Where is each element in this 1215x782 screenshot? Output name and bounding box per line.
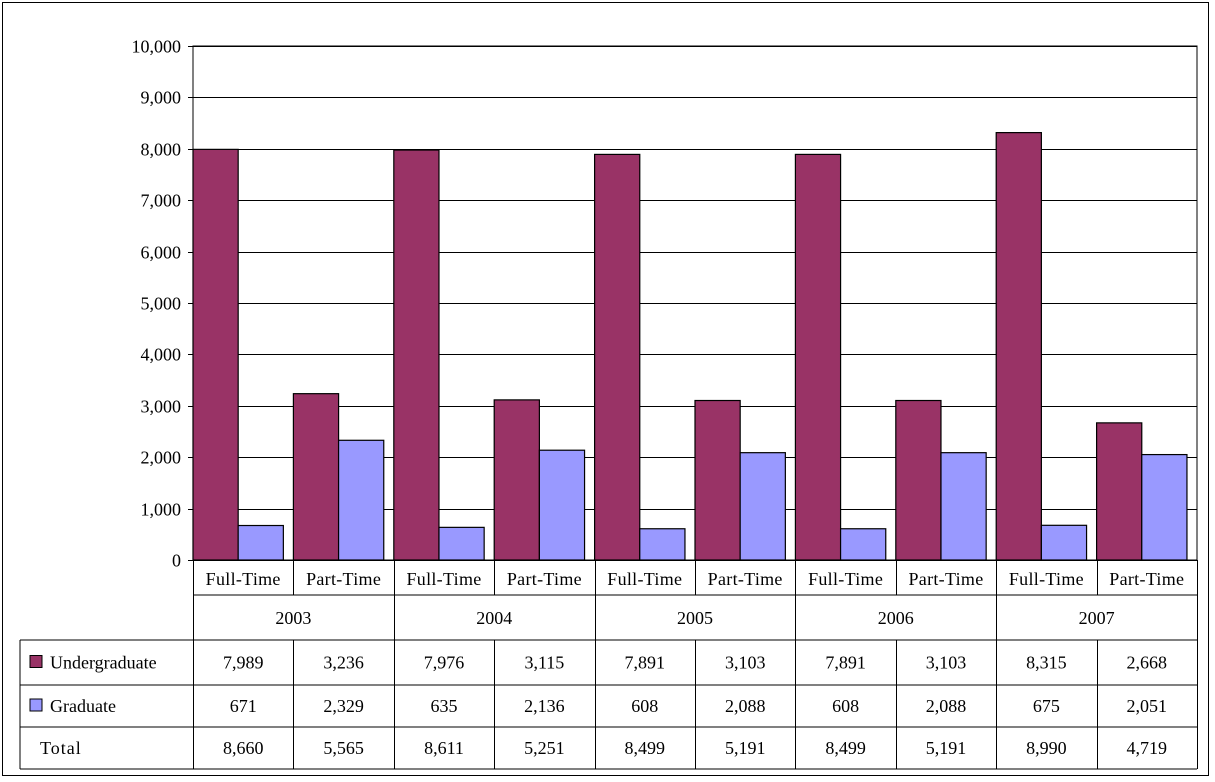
x-tick-label: Part-Time [1109,569,1184,589]
table-cell: 8,499 [625,738,666,758]
y-tick-label: 6,000 [141,243,182,263]
y-tick-label: 5,000 [141,294,182,314]
table-cell: 5,565 [323,738,364,758]
legend-swatch-graduate [29,698,43,712]
bar-undergraduate [895,399,942,561]
table-cell: 2,088 [926,696,967,716]
bar-undergraduate [995,132,1042,561]
table-cell: 8,499 [825,738,866,758]
table-cell: 608 [832,696,859,716]
bar-undergraduate [694,399,741,561]
data-table: Undergraduate 7,989 3,236 7,976 3,115 7,891 3,… [19,560,1198,770]
table-cell: 2,136 [524,696,565,716]
bar-graduate [337,439,385,561]
table-cell: 4,719 [1127,738,1168,758]
bar-graduate [940,452,987,561]
table-cell: 7,989 [223,653,264,673]
legend-label-undergraduate: Undergraduate [50,653,157,673]
bars [192,132,1188,561]
group-label-2007: 2007 [1079,608,1115,628]
table-cell: 671 [230,696,257,716]
group-label-2003: 2003 [275,608,311,628]
legend-label-graduate: Graduate [50,696,116,716]
table-cell: 7,891 [625,653,666,673]
y-tick-label: 8,000 [141,140,182,160]
y-tick-label: 4,000 [141,345,182,365]
bar-undergraduate [794,153,842,561]
y-tick-label: 2,000 [141,448,182,468]
bar-undergraduate [493,399,540,561]
bar-graduate [639,528,686,561]
table-cell: 2,668 [1127,653,1168,673]
x-tick-label: Part-Time [306,569,381,589]
y-tick-label: 10,000 [132,37,182,57]
y-tick-label: 1,000 [141,500,182,520]
table-cell: 2,088 [725,696,766,716]
total-label: Total [40,738,82,758]
y-tick-label: 9,000 [141,88,182,108]
axes: 0 1,000 2,000 3,000 4,000 5,000 6,000 7,000 8,00… [132,37,1185,629]
table-cell: 2,329 [323,696,364,716]
x-tick-label: Part-Time [908,569,983,589]
bar-graduate [739,452,786,561]
bar-undergraduate [192,148,239,561]
y-tick-label: 0 [172,551,181,571]
x-tick-label: Full-Time [406,569,481,589]
bar-graduate [237,524,284,561]
group-label-2006: 2006 [878,608,914,628]
table-cell: 3,103 [725,653,766,673]
bar-graduate [1040,524,1088,561]
bar-graduate [538,449,586,561]
table-cell: 5,251 [524,738,565,758]
x-tick-label: Full-Time [808,569,883,589]
group-label-2004: 2004 [476,608,512,628]
table-cell: 635 [431,696,458,716]
y-tick-label: 3,000 [141,397,182,417]
x-tick-label: Full-Time [206,569,281,589]
table-cell: 8,315 [1026,653,1067,673]
table-cell: 3,236 [323,653,364,673]
x-tick-label: Part-Time [507,569,582,589]
bar-graduate [438,526,485,561]
table-cell: 3,115 [524,653,564,673]
bar-undergraduate [1095,422,1143,561]
table-cell: 3,103 [926,653,967,673]
bar-graduate [839,528,887,561]
bar-undergraduate [393,149,440,561]
table-cell: 608 [631,696,658,716]
group-label-2005: 2005 [677,608,713,628]
bar-graduate [1141,453,1188,561]
table-cell: 675 [1033,696,1060,716]
table-cell: 8,990 [1026,738,1067,758]
table-cell: 5,191 [926,738,967,758]
table-cell: 8,660 [223,738,264,758]
bar-undergraduate [292,393,340,561]
table-cell: 7,976 [424,653,465,673]
bar-undergraduate [593,153,641,561]
table-cell: 2,051 [1127,696,1168,716]
table-cell: 8,611 [424,738,464,758]
table-cell: 5,191 [725,738,766,758]
x-tick-label: Full-Time [1009,569,1084,589]
legend-swatch-undergraduate [29,655,43,668]
y-tick-label: 7,000 [141,191,182,211]
x-tick-label: Part-Time [708,569,783,589]
table-cell: 7,891 [825,653,866,673]
x-tick-label: Full-Time [607,569,682,589]
